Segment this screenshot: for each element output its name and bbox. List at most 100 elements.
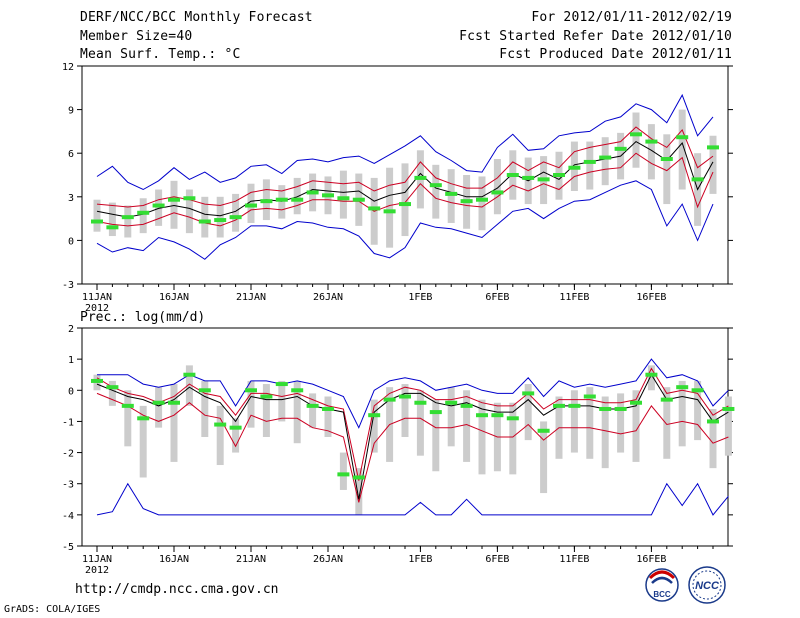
x-tick-label: 6FEB <box>485 292 509 303</box>
ensemble-marker <box>429 183 442 188</box>
spread-box <box>386 167 394 248</box>
ensemble-marker <box>568 403 581 408</box>
ensemble-marker <box>614 146 627 151</box>
ensemble-marker <box>445 191 458 196</box>
ensemble-marker <box>399 202 411 207</box>
series-lower-line <box>96 392 729 503</box>
ensemble-marker <box>106 385 119 390</box>
spread-box <box>278 380 286 422</box>
series-min-line <box>96 482 729 516</box>
y-tick-label: 12 <box>62 62 74 73</box>
spread-box <box>201 196 209 238</box>
precip-panel-title: Prec.: log(mm/d) <box>80 310 206 325</box>
spread-box <box>139 405 147 478</box>
ensemble-marker <box>583 159 596 164</box>
spread-box <box>509 402 517 475</box>
ensemble-marker <box>537 428 550 433</box>
spread-box <box>416 390 424 456</box>
spread-box <box>401 163 409 237</box>
spread-box <box>647 124 655 180</box>
ensemble-marker <box>645 372 658 377</box>
spread-box <box>724 396 732 456</box>
x-tick-year: 2012 <box>85 303 109 314</box>
y-tick-label: -5 <box>62 542 74 553</box>
ensemble-marker <box>630 400 642 405</box>
x-tick-label: 26JAN <box>313 554 343 565</box>
spread-box <box>632 112 640 168</box>
spread-box <box>447 169 455 223</box>
y-tick-label: 1 <box>68 355 74 366</box>
spread-box <box>432 399 440 472</box>
ensemble-marker <box>399 394 411 399</box>
y-tick-label: 9 <box>68 106 74 117</box>
series-min-line <box>96 180 714 260</box>
ensemble-marker <box>383 209 396 214</box>
spread-box <box>478 176 486 231</box>
ensemble-marker <box>460 403 473 408</box>
x-tick-label: 11FEB <box>559 292 589 303</box>
ensemble-marker <box>522 175 535 180</box>
ensemble-marker <box>660 397 673 402</box>
spread-box <box>478 399 486 475</box>
y-tick-label: 3 <box>68 193 74 204</box>
ensemble-marker <box>352 475 365 480</box>
ensemble-marker <box>183 196 196 201</box>
ensemble-marker <box>383 397 396 402</box>
x-tick-label: 1FEB <box>408 554 432 565</box>
spread-box <box>108 202 116 237</box>
ensemble-marker <box>245 388 257 393</box>
y-tick-label: 0 <box>68 386 74 397</box>
spread-box <box>447 387 455 447</box>
x-tick-label: 16FEB <box>636 292 666 303</box>
ensemble-marker <box>491 413 504 418</box>
ensemble-marker <box>460 199 473 204</box>
spread-box <box>355 468 363 515</box>
ensemble-marker <box>614 406 627 411</box>
ensemble-marker <box>168 197 180 202</box>
ensemble-marker <box>214 422 227 427</box>
spread-box <box>370 399 378 453</box>
spread-box <box>678 380 686 447</box>
spread-box <box>647 365 655 391</box>
ensemble-marker <box>352 197 365 202</box>
x-tick-label: 26JAN <box>313 292 343 303</box>
source-url: http://cmdp.ncc.cma.gov.cn <box>75 582 279 597</box>
ensemble-marker <box>260 199 273 204</box>
produced-date: Fcst Produced Date 2012/01/11 <box>499 47 732 62</box>
ensemble-marker <box>198 388 211 393</box>
ensemble-marker <box>676 135 689 140</box>
spread-box <box>216 405 224 466</box>
ensemble-marker <box>630 132 642 137</box>
spread-box <box>463 390 471 462</box>
ensemble-marker <box>506 416 519 421</box>
x-tick-label: 21JAN <box>236 554 266 565</box>
ensemble-marker <box>337 196 350 201</box>
x-tick-label: 21JAN <box>236 292 266 303</box>
spread-box <box>709 135 717 194</box>
ensemble-marker <box>198 219 211 224</box>
ensemble-marker <box>229 215 242 220</box>
x-tick-label: 11JAN <box>82 292 112 303</box>
y-tick-label: -3 <box>62 480 74 491</box>
x-tick-year: 2012 <box>85 565 109 576</box>
ensemble-marker <box>214 218 227 223</box>
ensemble-marker <box>553 403 565 408</box>
ensemble-marker <box>722 406 735 411</box>
spread-box <box>185 189 193 234</box>
spread-box <box>586 141 594 190</box>
y-tick-label: -3 <box>62 280 74 291</box>
ensemble-marker <box>506 173 519 177</box>
series-max-line <box>97 358 729 429</box>
spread-box <box>540 421 548 494</box>
spread-box <box>232 193 240 232</box>
ensemble-marker <box>522 391 535 396</box>
x-tick-label: 6FEB <box>485 554 509 565</box>
ensemble-marker <box>537 177 550 182</box>
series-upper-line <box>96 126 714 208</box>
ensemble-marker <box>275 382 288 387</box>
ensemble-marker <box>553 173 565 177</box>
series-max-line <box>96 93 714 191</box>
spread-box <box>401 384 409 437</box>
ensemble-marker <box>660 157 673 162</box>
